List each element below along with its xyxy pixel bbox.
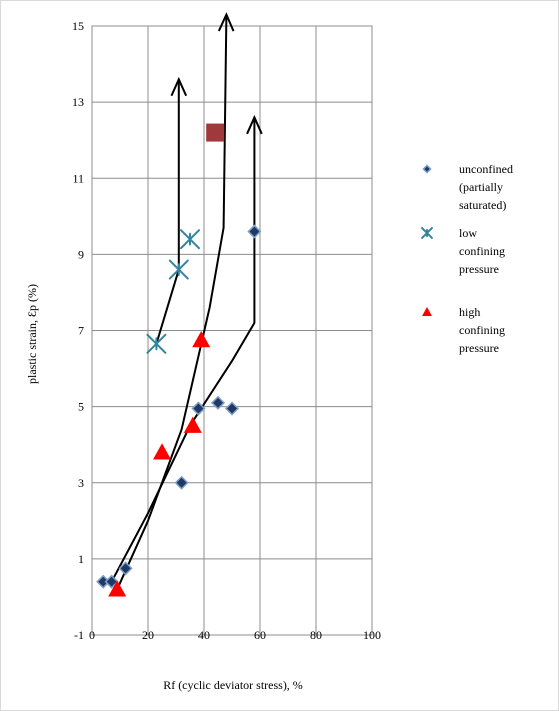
- legend-label: high: [459, 305, 480, 319]
- data-point-triangle: [153, 443, 171, 460]
- data-point-diamond: [210, 395, 226, 410]
- legend-label: low: [459, 226, 477, 240]
- data-point-star: [180, 229, 200, 250]
- data-point-square: [206, 123, 225, 142]
- grid: [91, 25, 373, 636]
- y-tick-label: 15: [72, 19, 84, 33]
- x-axis-ticks: 0 20 40 60 80 100: [89, 628, 381, 642]
- x-tick-label: 0: [89, 628, 95, 642]
- data-point-diamond: [174, 475, 189, 490]
- legend-label: saturated): [459, 198, 506, 212]
- data-point-star: [168, 259, 189, 280]
- legend-marker-star: [421, 227, 433, 239]
- x-axis-title: Rf (cyclic deviator stress), %: [163, 678, 303, 692]
- data-point-triangle: [108, 580, 127, 597]
- data-point-diamond: [118, 561, 133, 576]
- y-tick-label: 3: [78, 476, 84, 490]
- legend-marker-triangle: [422, 307, 432, 316]
- legend-label: pressure: [459, 341, 499, 355]
- data-point-triangle: [183, 416, 202, 433]
- legend-label: confining: [459, 323, 505, 337]
- trend-arrowhead: [170, 76, 188, 97]
- y-tick-label: 1: [78, 552, 84, 566]
- y-tick-label: 7: [78, 324, 84, 338]
- trend-line: [155, 79, 180, 345]
- y-tick-label: 5: [78, 400, 84, 414]
- y-tick-label: 13: [72, 95, 84, 109]
- y-tick-label: 9: [78, 247, 84, 261]
- x-tick-label: 20: [142, 628, 154, 642]
- x-tick-label: 80: [310, 628, 322, 642]
- data-point-star: [146, 333, 167, 354]
- data-point-diamond: [104, 574, 119, 589]
- trend-line: [116, 14, 228, 590]
- legend-marker-diamond: [422, 164, 432, 174]
- data-point-diamond: [247, 224, 262, 239]
- x-tick-label: 60: [254, 628, 266, 642]
- data-points: [96, 123, 262, 597]
- legend-label: (partially: [459, 180, 503, 194]
- y-axis-title: plastic strain, Ɛp (%): [25, 284, 39, 384]
- data-point-diamond: [224, 401, 240, 416]
- x-tick-label: 40: [198, 628, 210, 642]
- trend-line: [110, 117, 256, 583]
- trend-arrowhead: [246, 114, 263, 135]
- trend-arrowhead: [217, 12, 235, 32]
- legend-label: confining: [459, 244, 505, 258]
- trend-lines: [110, 12, 263, 590]
- data-point-diamond: [191, 401, 206, 416]
- legend-label: unconfined: [459, 162, 513, 176]
- legend-label: pressure: [459, 262, 499, 276]
- y-tick-label: 11: [72, 171, 84, 185]
- y-tick-label: -1: [74, 628, 84, 642]
- x-tick-label: 100: [363, 628, 381, 642]
- legend: unconfined (partially saturated) low confini…: [421, 162, 513, 355]
- data-point-triangle: [192, 331, 211, 348]
